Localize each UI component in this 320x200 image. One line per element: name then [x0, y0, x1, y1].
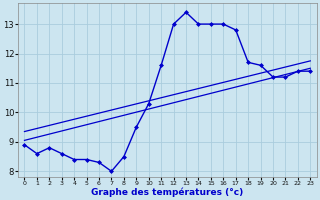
X-axis label: Graphe des températures (°c): Graphe des températures (°c) [91, 187, 244, 197]
